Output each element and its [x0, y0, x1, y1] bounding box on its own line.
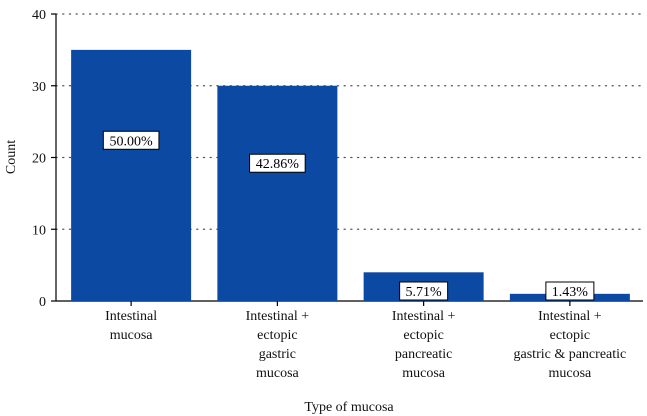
y-tick-label: 20: [32, 152, 46, 167]
category-label-line: ectopic: [257, 328, 297, 343]
y-tick-label: 0: [39, 295, 46, 310]
bar: [71, 49, 192, 301]
category-label-line: pancreatic: [395, 347, 453, 362]
x-axis-title: Type of mucosa: [304, 400, 394, 415]
data-label-text: 50.00%: [110, 134, 154, 149]
category-label: Intestinal + ectopic gastric mucosa: [246, 309, 310, 381]
y-tick-label: 30: [32, 80, 46, 95]
category-label: Intestinal mucosa: [105, 309, 157, 343]
data-label: 5.71%: [399, 281, 449, 301]
category-label-line: gastric & pancreatic: [514, 347, 627, 362]
data-label-box: [249, 153, 306, 173]
category-label-line: mucosa: [548, 366, 592, 381]
category-label-line: ectopic: [550, 328, 590, 343]
data-labels: 50.00% 42.86% 5.71% 1.43%: [102, 130, 595, 301]
data-label-box: [102, 130, 160, 150]
category-label-line: mucosa: [256, 366, 300, 381]
category-label-line: mucosa: [110, 328, 154, 343]
category-label-line: Intestinal +: [246, 309, 310, 324]
grid: [55, 13, 644, 230]
y-axis-title: Count: [4, 140, 19, 174]
category-label-line: Intestinal +: [392, 309, 456, 324]
y-ticks: 0 10 20 30 40: [32, 8, 571, 310]
category-label-line: mucosa: [402, 366, 446, 381]
data-label-box: [399, 281, 449, 301]
category-label-line: Intestinal: [105, 309, 157, 324]
y-tick-label: 40: [32, 8, 46, 23]
data-label: 42.86%: [249, 153, 306, 173]
category-label-line: ectopic: [403, 328, 443, 343]
data-label-box: [545, 281, 595, 301]
data-label: 50.00%: [102, 130, 160, 150]
category-label-line: gastric: [259, 347, 296, 362]
category-label: Intestinal + ectopic pancreatic mucosa: [392, 309, 456, 381]
category-labels: Intestinal mucosa Intestinal + ectopic gastr…: [105, 309, 626, 381]
bars: [71, 49, 630, 301]
category-label: Intestinal + ectopic gastric & pancreatic m…: [514, 309, 627, 381]
data-label-text: 1.43%: [552, 285, 589, 300]
bar: [217, 85, 338, 301]
y-tick-label: 10: [32, 223, 46, 238]
data-label: 1.43%: [545, 281, 595, 301]
data-label-text: 5.71%: [406, 285, 443, 300]
category-label-line: Intestinal +: [538, 309, 602, 324]
data-label-text: 42.86%: [256, 157, 300, 172]
